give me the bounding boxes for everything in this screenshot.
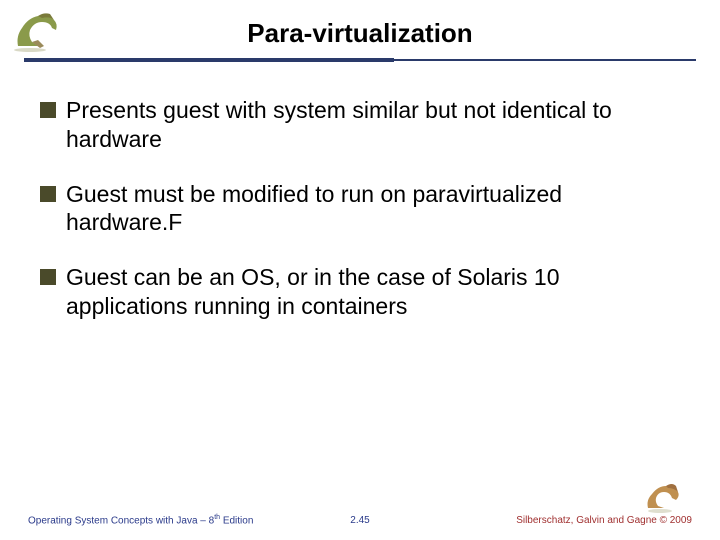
bullet-square-icon bbox=[40, 102, 56, 118]
bullet-text: Presents guest with system similar but n… bbox=[66, 96, 680, 154]
bullet-item: Guest must be modified to run on paravir… bbox=[40, 180, 680, 238]
slide: Para-virtualization Presents guest with … bbox=[0, 0, 720, 540]
header: Para-virtualization bbox=[0, 0, 720, 72]
footer-left-suffix: Edition bbox=[220, 515, 253, 526]
bullet-text: Guest can be an OS, or in the case of So… bbox=[66, 263, 680, 321]
footer-left-text: Operating System Concepts with Java – 8t… bbox=[28, 514, 253, 526]
content-area: Presents guest with system similar but n… bbox=[0, 72, 720, 321]
footer-copyright: Silberschatz, Galvin and Gagne © 2009 bbox=[516, 515, 692, 526]
bullet-square-icon bbox=[40, 186, 56, 202]
bullet-text: Guest must be modified to run on paravir… bbox=[66, 180, 680, 238]
footer: Operating System Concepts with Java – 8t… bbox=[0, 496, 720, 526]
slide-title: Para-virtualization bbox=[0, 0, 720, 49]
bullet-item: Presents guest with system similar but n… bbox=[40, 96, 680, 154]
footer-page-number: 2.45 bbox=[350, 515, 369, 526]
footer-left-prefix: Operating System Concepts with Java – 8 bbox=[28, 515, 214, 526]
title-underline bbox=[24, 58, 696, 62]
bullet-square-icon bbox=[40, 269, 56, 285]
dinosaur-left-icon bbox=[10, 6, 72, 52]
bullet-item: Guest can be an OS, or in the case of So… bbox=[40, 263, 680, 321]
